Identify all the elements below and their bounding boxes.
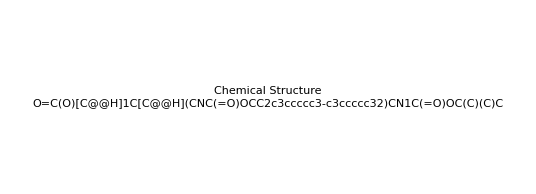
Text: Chemical Structure
O=C(O)[C@@H]1C[C@@H](CNC(=O)OCC2c3ccccc3-c3ccccc32)CN1C(=O)OC: Chemical Structure O=C(O)[C@@H]1C[C@@H](… [33,86,503,108]
